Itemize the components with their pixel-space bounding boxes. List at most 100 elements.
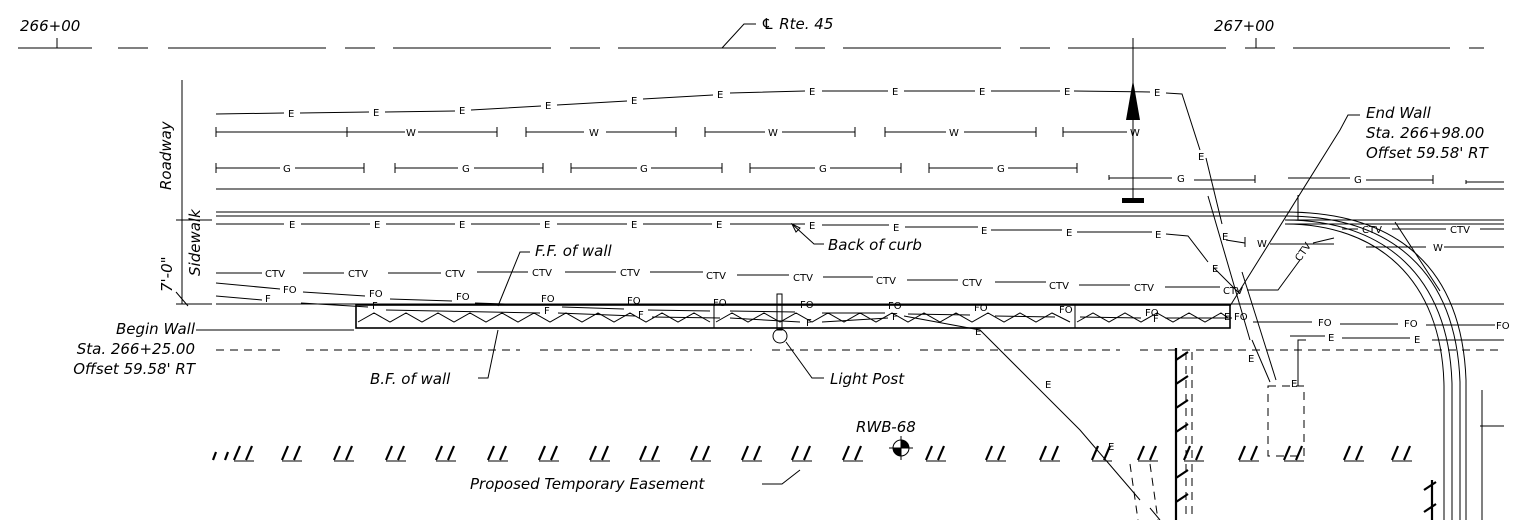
east-vertical-lines [1480, 390, 1504, 520]
code-ctv: CTV [348, 269, 368, 280]
easement-leader [762, 469, 801, 485]
cable-tv-line [216, 221, 1504, 292]
easement-label: Proposed Temporary Easement [470, 475, 706, 493]
curb-callout-leader [791, 223, 824, 245]
code-fo: FO [1059, 305, 1073, 316]
curb-ticks [1285, 195, 1504, 225]
code-g: G [462, 164, 470, 175]
code-fo: FO [456, 292, 470, 303]
code-e: E [1291, 379, 1297, 390]
code-fo: FO [283, 285, 297, 296]
code-f: F [806, 318, 812, 329]
end-wall-leader [1229, 114, 1360, 307]
code-e: E [1212, 264, 1218, 275]
code-e: E [289, 220, 295, 231]
code-ctv: CTV [532, 268, 552, 279]
code-ctv: CTV [1049, 281, 1069, 292]
code-fo: FO [541, 294, 555, 305]
code-f: F [265, 294, 271, 305]
code-e: E [631, 220, 637, 231]
back-of-curb-label: Back of curb [828, 236, 922, 254]
sidewalk-width-dimension: 7'-0" [158, 256, 176, 292]
code-fo: FO [1496, 321, 1510, 332]
east-electric-diagonal [1241, 271, 1277, 381]
code-ctv: CTV [1362, 225, 1382, 236]
code-ctv: CTV [876, 276, 896, 287]
code-e: E [459, 220, 465, 231]
code-e: E [717, 90, 723, 101]
sidewalk-label: Sidewalk [186, 208, 204, 276]
bf-wall-label: B.F. of wall [370, 370, 451, 388]
code-e: E [893, 223, 899, 234]
curb-line-2 [216, 215, 1461, 520]
code-e: E [1108, 442, 1114, 453]
code-g: G [1354, 175, 1362, 186]
code-e: E [1414, 335, 1420, 346]
code-e: E [981, 226, 987, 237]
manhole-box [1267, 385, 1305, 457]
vertical-hatch-1 [1174, 348, 1189, 520]
code-g: G [819, 164, 827, 175]
end-wall-offset: Offset 59.58' RT [1366, 144, 1490, 162]
water-line-roadway [215, 127, 1127, 137]
code-g: G [283, 164, 291, 175]
light-post-arm [776, 293, 783, 331]
utility-code-labels: E E E E E E E E E E E E W W W W W G G G … [265, 87, 1510, 453]
code-w: W [768, 128, 778, 139]
code-ctv: CTV [265, 269, 285, 280]
ff-wall-label: F.F. of wall [535, 242, 613, 260]
station-label-266: 266+00 [20, 17, 80, 35]
code-e: E [1328, 333, 1334, 344]
right-structures [1129, 195, 1504, 520]
duct-lines [1129, 352, 1193, 520]
code-e: E [892, 87, 898, 98]
code-e: E [1154, 88, 1160, 99]
light-post-base [772, 328, 788, 344]
vertical-hatch-2 [1423, 480, 1437, 520]
code-ctv: CTV [620, 268, 640, 279]
manhole-leaders [1297, 339, 1306, 386]
code-e: E [374, 220, 380, 231]
code-ctv: CTV [706, 271, 726, 282]
code-ctv: CTV [1223, 286, 1243, 297]
north-arrow-head [1126, 80, 1140, 120]
code-e: E [631, 96, 637, 107]
code-e: E [1198, 152, 1204, 163]
code-e: E [545, 101, 551, 112]
code-e: E [1222, 232, 1228, 243]
temporary-easement: Proposed Temporary Easement [211, 445, 1412, 493]
end-wall-station: Sta. 266+98.00 [1366, 124, 1484, 142]
centerline-leader [721, 23, 756, 49]
code-w: W [406, 128, 416, 139]
code-f: F [638, 310, 644, 321]
easement-hatch [211, 445, 1412, 461]
code-e: E [1064, 87, 1070, 98]
retaining-wall: F.F. of wall B.F. of wall [355, 242, 1231, 388]
east-electric-diagonal-2 [1207, 195, 1271, 383]
code-fo: FO [888, 301, 902, 312]
code-ctv: CTV [1134, 283, 1154, 294]
code-w: W [949, 128, 959, 139]
code-g: G [1177, 174, 1185, 185]
code-e: E [544, 220, 550, 231]
end-wall-callout: End Wall Sta. 266+98.00 Offset 59.58' RT [1229, 104, 1490, 307]
curb-line-3 [1284, 219, 1453, 520]
code-g: G [997, 164, 1005, 175]
curb-line-4 [1284, 223, 1445, 520]
wall-face-pattern [357, 312, 1229, 323]
code-e: E [1248, 354, 1254, 365]
electric-line-sidewalk [216, 223, 1239, 293]
code-fo: FO [1404, 319, 1418, 330]
code-e: E [809, 87, 815, 98]
water-line-sidewalk [1225, 237, 1504, 248]
begin-wall-offset: Offset 59.58' RT [73, 360, 197, 378]
code-e: E [975, 327, 981, 338]
code-f: F [544, 306, 550, 317]
code-e: E [979, 87, 985, 98]
code-fo: FO [1234, 312, 1248, 323]
code-e: E [459, 106, 465, 117]
ff-wall-leader [497, 251, 530, 307]
utility-lines [215, 90, 1504, 520]
road-edges: Back of curb [216, 188, 1504, 520]
